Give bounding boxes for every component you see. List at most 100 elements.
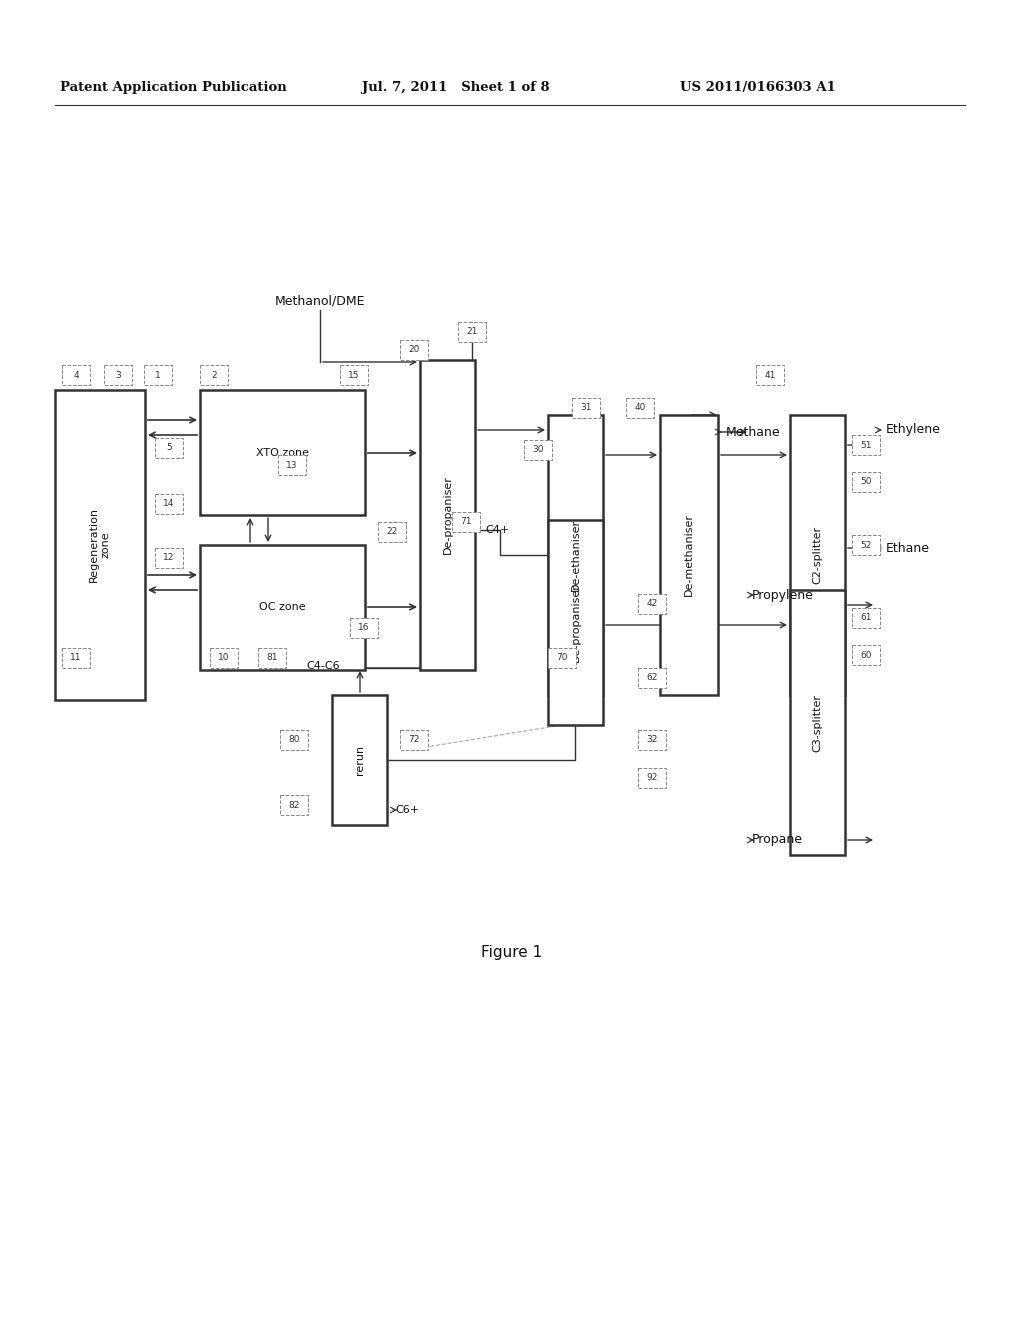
Bar — [790, 590, 845, 855]
Bar — [756, 366, 784, 385]
Bar — [626, 399, 654, 418]
Bar — [638, 730, 666, 750]
Text: 2: 2 — [211, 371, 217, 380]
Text: C2-splitter: C2-splitter — [812, 525, 822, 583]
Text: C4-C6: C4-C6 — [306, 661, 340, 671]
Bar — [400, 730, 428, 750]
Text: 5: 5 — [166, 444, 172, 453]
Text: 14: 14 — [163, 499, 175, 508]
Bar — [852, 645, 880, 665]
Bar — [660, 414, 718, 696]
Text: 61: 61 — [860, 614, 871, 623]
Bar — [852, 609, 880, 628]
Text: Propane: Propane — [752, 833, 803, 846]
Bar — [55, 389, 145, 700]
Bar — [378, 521, 406, 543]
Bar — [638, 768, 666, 788]
Bar — [104, 366, 132, 385]
Text: US 2011/0166303 A1: US 2011/0166303 A1 — [680, 82, 836, 95]
Text: 62: 62 — [646, 673, 657, 682]
Bar — [278, 455, 306, 475]
Bar — [852, 436, 880, 455]
Text: Regeneration
zone: Regeneration zone — [89, 507, 111, 582]
Bar — [155, 548, 183, 568]
Text: 11: 11 — [71, 653, 82, 663]
Text: 13: 13 — [287, 461, 298, 470]
Bar — [548, 414, 603, 696]
Text: Patent Application Publication: Patent Application Publication — [60, 82, 287, 95]
Text: 31: 31 — [581, 404, 592, 412]
Bar — [200, 389, 365, 515]
Text: 21: 21 — [466, 327, 477, 337]
Text: 70: 70 — [556, 653, 567, 663]
Text: 81: 81 — [266, 653, 278, 663]
Bar — [638, 594, 666, 614]
Bar — [852, 535, 880, 554]
Bar — [420, 360, 475, 671]
Bar — [155, 438, 183, 458]
Text: 32: 32 — [646, 735, 657, 744]
Bar — [280, 795, 308, 814]
Text: 15: 15 — [348, 371, 359, 380]
Text: 22: 22 — [386, 528, 397, 536]
Text: 20: 20 — [409, 346, 420, 355]
Text: 41: 41 — [764, 371, 776, 380]
Bar — [638, 668, 666, 688]
Text: Ethylene: Ethylene — [886, 424, 941, 437]
Bar — [790, 414, 845, 696]
Text: 4: 4 — [73, 371, 79, 380]
Bar — [852, 473, 880, 492]
Bar — [548, 520, 603, 725]
Bar — [200, 366, 228, 385]
Bar — [210, 648, 238, 668]
Text: Methanol/DME: Methanol/DME — [274, 294, 366, 308]
Bar — [350, 618, 378, 638]
Text: 3: 3 — [115, 371, 121, 380]
Bar — [280, 730, 308, 750]
Text: Propylene: Propylene — [752, 589, 814, 602]
Text: Methane: Methane — [726, 425, 780, 438]
Bar — [572, 399, 600, 418]
Text: De-propaniser: De-propaniser — [570, 583, 581, 661]
Text: Ethane: Ethane — [886, 541, 930, 554]
Bar — [524, 440, 552, 459]
Text: De-propaniser: De-propaniser — [442, 475, 453, 554]
Text: XTO zone: XTO zone — [256, 447, 309, 458]
Text: 50: 50 — [860, 478, 871, 487]
Text: 12: 12 — [163, 553, 175, 562]
Text: 82: 82 — [289, 800, 300, 809]
Text: De-methaniser: De-methaniser — [684, 513, 694, 597]
Text: 40: 40 — [634, 404, 646, 412]
Text: OC zone: OC zone — [259, 602, 306, 612]
Bar — [340, 366, 368, 385]
Text: 42: 42 — [646, 599, 657, 609]
Bar — [155, 494, 183, 513]
Text: 71: 71 — [460, 517, 472, 527]
Text: 52: 52 — [860, 540, 871, 549]
Text: Jul. 7, 2011   Sheet 1 of 8: Jul. 7, 2011 Sheet 1 of 8 — [362, 82, 550, 95]
Text: 16: 16 — [358, 623, 370, 632]
Text: C3-splitter: C3-splitter — [812, 693, 822, 751]
Text: 60: 60 — [860, 651, 871, 660]
Bar — [62, 366, 90, 385]
Bar — [144, 366, 172, 385]
Text: C6+: C6+ — [395, 805, 419, 814]
Bar — [452, 512, 480, 532]
Text: 51: 51 — [860, 441, 871, 450]
Text: 30: 30 — [532, 446, 544, 454]
Text: 72: 72 — [409, 735, 420, 744]
Text: rerun: rerun — [354, 744, 365, 775]
Bar — [62, 648, 90, 668]
Bar — [258, 648, 286, 668]
Text: De-ethaniser: De-ethaniser — [570, 519, 581, 591]
Text: 80: 80 — [288, 735, 300, 744]
Bar — [400, 341, 428, 360]
Bar — [332, 696, 387, 825]
Text: Figure 1: Figure 1 — [481, 945, 543, 960]
Bar — [200, 545, 365, 671]
Text: C4+: C4+ — [485, 525, 509, 535]
Text: 10: 10 — [218, 653, 229, 663]
Text: 92: 92 — [646, 774, 657, 783]
Text: 1: 1 — [155, 371, 161, 380]
Bar — [548, 648, 575, 668]
